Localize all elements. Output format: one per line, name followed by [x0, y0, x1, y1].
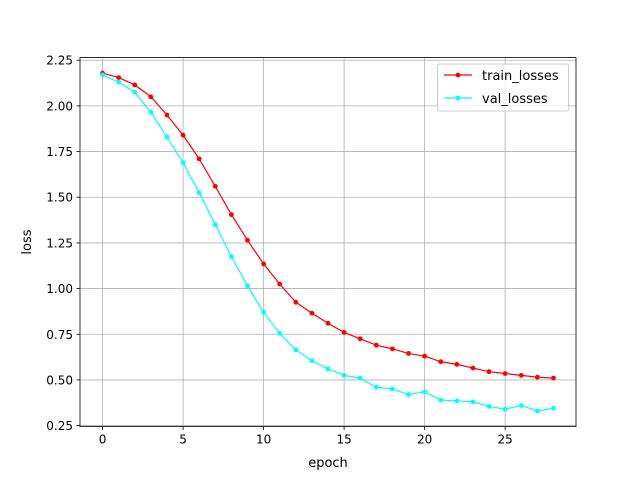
val_losses-point: [518, 403, 524, 408]
val_losses-point: [486, 404, 492, 409]
y-tick-label: 0.25: [46, 419, 73, 433]
train_losses-point: [309, 310, 315, 316]
val_losses-point: [245, 283, 250, 289]
val_losses-point: [180, 160, 186, 165]
train_losses-point: [357, 336, 363, 342]
x-tick-label: 20: [417, 433, 432, 447]
train_losses-point: [534, 374, 540, 380]
train_losses-point: [212, 183, 218, 189]
y-tick-label: 1.25: [46, 236, 73, 250]
y-tick-label: 2.25: [46, 54, 73, 68]
series-lines: [100, 70, 556, 414]
train_losses-point: [245, 237, 250, 243]
val_losses-point: [212, 222, 218, 228]
train_losses-point: [277, 281, 283, 287]
val_losses-point: [100, 72, 105, 78]
val_losses-point: [261, 309, 266, 315]
grid: [80, 57, 576, 427]
y-tick-label: 1.75: [46, 145, 73, 159]
y-axis-ticks: 0.25 0.50 0.75 1.00 1.25 1.50 1.75 2.00 2.25: [46, 54, 80, 433]
y-tick-label: 2.00: [46, 99, 73, 113]
train_losses-point: [551, 375, 556, 381]
plot-area-frame: [79, 57, 577, 427]
val_losses-point: [309, 358, 315, 364]
y-tick-label: 0.50: [46, 373, 73, 387]
x-tick-label: 5: [179, 433, 187, 447]
train_losses-point: [341, 330, 347, 335]
train_losses-point: [438, 359, 444, 365]
legend-val-marker: [455, 95, 461, 101]
train_losses-point: [116, 75, 122, 80]
train_losses-point: [486, 369, 492, 375]
train_losses-point: [196, 156, 202, 162]
val_losses-point: [438, 397, 444, 403]
train_losses-point: [422, 353, 428, 359]
train_losses-point: [325, 320, 331, 326]
train_losses-series: [100, 70, 556, 381]
train_losses-point: [406, 351, 411, 356]
x-tick-label: 10: [256, 433, 271, 447]
legend-val-label: val_losses: [482, 92, 548, 107]
val_losses-series: [100, 72, 556, 414]
y-tick-label: 1.50: [46, 191, 73, 205]
train_losses-point: [293, 299, 299, 305]
legend-train-label: train_losses: [482, 69, 559, 84]
val_losses-point: [277, 330, 283, 336]
val_losses-point: [373, 384, 379, 390]
x-tick-label: 25: [498, 433, 513, 447]
train_losses-point: [132, 82, 138, 88]
val_losses-point: [164, 134, 170, 140]
legend: train_losses val_losses: [437, 63, 569, 112]
train_losses-point: [373, 342, 379, 348]
x-tick-label: 15: [336, 433, 351, 447]
x-tick-label: 0: [99, 433, 107, 447]
val_losses-point: [196, 190, 202, 196]
train_losses-point: [390, 346, 395, 352]
val_losses-point: [357, 375, 363, 381]
legend-train-marker: [455, 72, 461, 78]
x-axis-ticks: 0 5 10 15 20 25: [99, 426, 513, 447]
train_losses-point: [228, 212, 234, 218]
val_losses-point: [454, 398, 460, 404]
y-tick-label: 0.75: [46, 328, 73, 342]
legend-box: [437, 63, 569, 112]
val_losses-point: [116, 79, 122, 85]
train_losses-point: [180, 132, 186, 138]
val_losses-point: [470, 399, 476, 405]
train_losses-point: [148, 94, 154, 100]
y-tick-label: 1.00: [46, 282, 73, 296]
train_losses-point: [518, 372, 524, 378]
val_losses-point: [228, 254, 234, 260]
val_losses-point: [551, 405, 556, 411]
val_losses-point: [148, 109, 154, 115]
train_losses-point: [454, 361, 460, 367]
val_losses-point: [534, 408, 540, 414]
val_losses-point: [341, 372, 347, 378]
train_losses-point: [164, 112, 170, 118]
train_losses-point: [502, 371, 508, 376]
val_losses-point: [406, 392, 411, 397]
val_losses-point: [502, 406, 508, 412]
val_losses-point: [390, 386, 395, 392]
val_losses-point: [132, 89, 138, 95]
val_losses-point: [293, 347, 299, 353]
train_losses-point: [261, 261, 266, 267]
val_losses-point: [325, 366, 331, 372]
train_losses-point: [470, 365, 476, 371]
y-axis-label: loss: [20, 229, 35, 254]
val_losses-point: [422, 389, 428, 395]
x-axis-label: epoch: [308, 456, 348, 471]
